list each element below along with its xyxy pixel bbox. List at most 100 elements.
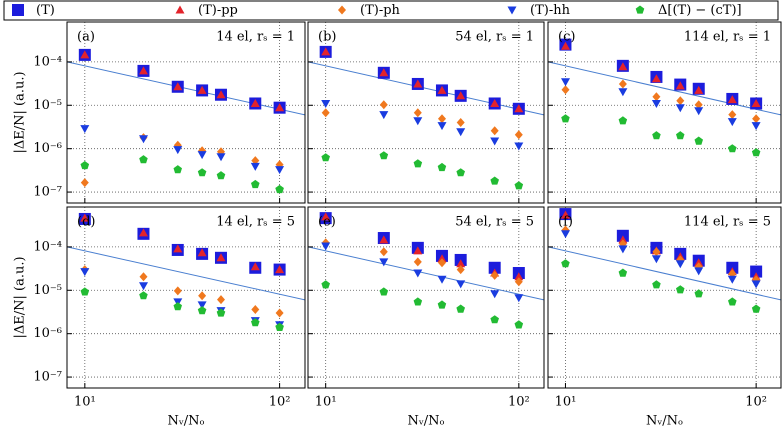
point (727, 118, 737, 127)
point (652, 280, 661, 289)
point (80, 125, 90, 134)
point (651, 100, 661, 108)
point (139, 66, 148, 75)
point (197, 168, 207, 177)
point (490, 176, 499, 185)
legend-marker (12, 4, 24, 16)
panel-label: (d) (77, 215, 95, 230)
point (321, 212, 331, 221)
point (490, 99, 500, 107)
point (80, 178, 89, 188)
frame (547, 206, 782, 389)
point (379, 235, 389, 244)
y-tick-label: 10⁻⁶ (33, 326, 62, 341)
point (217, 295, 225, 305)
y-tick-label: 10⁻⁴ (33, 54, 62, 69)
point (251, 305, 260, 314)
panel-label: (f) (558, 215, 573, 230)
point (514, 142, 524, 151)
point (490, 290, 500, 299)
point (618, 79, 627, 89)
legend-label: (T) (36, 3, 55, 18)
point (456, 91, 466, 100)
panel-label: (c) (558, 30, 575, 45)
point (139, 291, 148, 300)
point (751, 99, 761, 107)
y-axis-label: |ΔE/N| (a.u.) (13, 71, 28, 153)
point (561, 78, 570, 87)
point (651, 255, 661, 264)
point (437, 275, 447, 284)
point (197, 306, 207, 315)
point (197, 301, 207, 310)
point (216, 153, 226, 162)
point (251, 179, 260, 189)
point (379, 287, 389, 296)
legend-marker (338, 5, 346, 15)
point (250, 262, 260, 271)
point (139, 228, 148, 237)
point (379, 68, 389, 77)
point (413, 257, 422, 267)
point (561, 210, 570, 219)
point (490, 137, 500, 146)
legend-label: (T)-pp (198, 3, 238, 18)
point (490, 126, 499, 136)
point (675, 260, 685, 269)
point (379, 100, 388, 110)
point (456, 128, 466, 137)
point (675, 81, 685, 90)
point (321, 280, 330, 289)
point (437, 122, 447, 131)
guide-line (308, 246, 544, 301)
point (751, 122, 761, 131)
point (275, 184, 284, 194)
point (413, 117, 423, 126)
legend-marker (635, 5, 645, 14)
point (456, 304, 465, 313)
x-tick-label: 10¹ (555, 395, 577, 410)
point (321, 47, 331, 56)
point (561, 85, 570, 95)
point (80, 268, 90, 277)
point (139, 155, 148, 164)
panel-annotation: 114 el, rₛ = 5 (684, 215, 771, 230)
point (618, 88, 628, 97)
point (750, 265, 763, 278)
point (321, 100, 331, 108)
point (561, 230, 570, 239)
point (413, 108, 422, 118)
point (139, 282, 148, 291)
point (456, 259, 466, 268)
point (694, 100, 703, 110)
point (413, 246, 423, 255)
legend-label: Δ[(T) − (cT)] (658, 3, 742, 18)
y-tick-label: 10⁻⁷ (33, 185, 62, 200)
guide-line (67, 246, 305, 301)
guide-line (548, 61, 781, 116)
point (216, 253, 226, 262)
panel-label: (a) (77, 30, 95, 45)
legend-label: (T)-hh (530, 3, 571, 18)
point (173, 165, 182, 174)
point (618, 268, 628, 277)
y-tick-label: 10⁻⁴ (33, 239, 62, 254)
point (694, 136, 703, 145)
point (173, 286, 182, 296)
point (456, 265, 465, 275)
frame (307, 21, 545, 204)
point (561, 259, 570, 268)
point (173, 302, 182, 311)
point (438, 258, 446, 268)
y-tick-label: 10⁻⁶ (33, 141, 62, 156)
point (173, 244, 183, 253)
point (456, 280, 466, 289)
x-tick-label: 10¹ (74, 395, 96, 410)
point (139, 272, 148, 282)
point (514, 277, 523, 287)
point (456, 118, 465, 127)
point (652, 247, 661, 257)
point (437, 162, 447, 172)
y-tick-label: 10⁻⁵ (33, 283, 62, 298)
point (618, 62, 628, 71)
